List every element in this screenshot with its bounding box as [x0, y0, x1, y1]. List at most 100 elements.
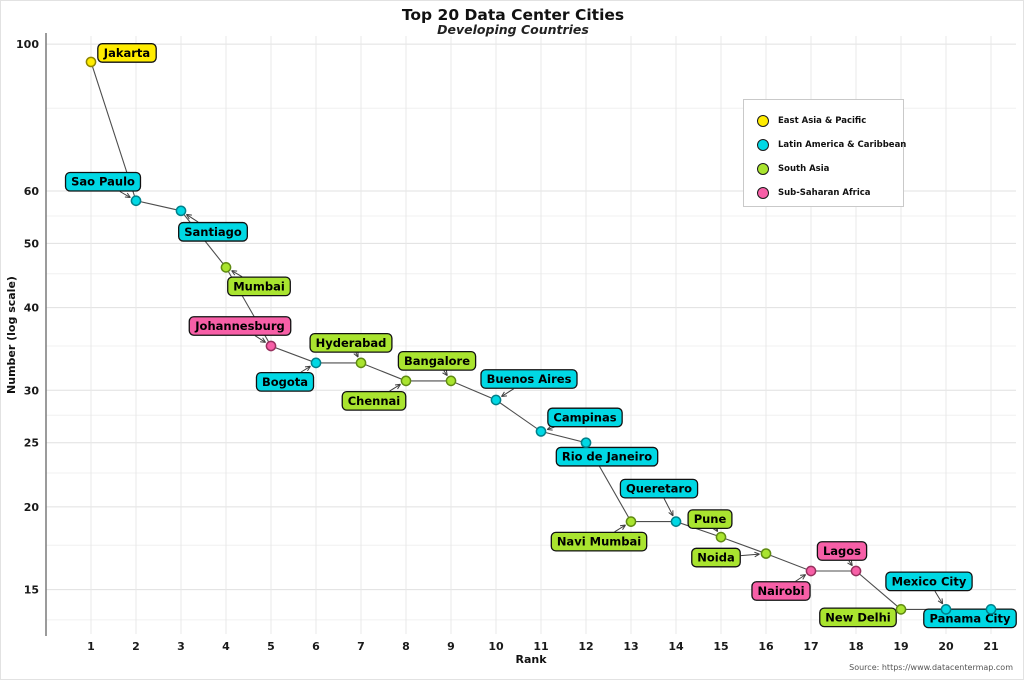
- data-point-bogota: [310, 357, 322, 369]
- y-tick-label-15: 15: [24, 584, 39, 597]
- x-tick-label-1: 1: [87, 640, 95, 653]
- arrowhead-icon: [802, 574, 807, 580]
- x-tick-label-3: 3: [177, 640, 185, 653]
- data-point-santiago: [175, 205, 187, 217]
- city-label-lagos: [816, 541, 868, 561]
- chart-subtitle: Developing Countries: [437, 22, 589, 37]
- data-point-lagos: [850, 565, 862, 577]
- x-tick-label-18: 18: [848, 640, 863, 653]
- data-points-group: [85, 56, 997, 615]
- x-tick-label-2: 2: [132, 640, 140, 653]
- city-label-navi-mumbai: [550, 531, 648, 552]
- x-tick-label-21: 21: [983, 640, 998, 653]
- arrowhead-icon: [712, 528, 718, 533]
- city-label-text-bogota: Bogota: [262, 375, 308, 389]
- arrowhead-icon: [397, 384, 401, 390]
- city-label-text-mumbai: Mumbai: [233, 279, 285, 293]
- legend-item: South Asia: [744, 157, 903, 181]
- city-label-text-johannesburg: Johannesburg: [194, 319, 284, 333]
- data-point-hyderabad: [355, 357, 367, 369]
- city-label-johannesburg: [188, 316, 292, 336]
- x-tick-label-16: 16: [758, 640, 774, 653]
- data-point-jakarta: [85, 56, 97, 68]
- arrowhead-icon: [501, 391, 505, 397]
- legend-item: East Asia & Pacific: [744, 109, 903, 133]
- arrowhead-icon: [260, 341, 266, 343]
- city-label-pune: [687, 509, 733, 530]
- city-label-text-campinas: Campinas: [553, 410, 616, 424]
- legend-swatch-sub-saharan-icon: [757, 187, 769, 199]
- data-point-mexico-city: [940, 604, 952, 615]
- leader-line-navi-mumbai: [614, 524, 626, 533]
- arrowhead-icon: [847, 562, 853, 567]
- leader-line-santiago: [186, 213, 199, 223]
- arrowhead-icon: [754, 553, 760, 558]
- arrowhead-icon: [126, 192, 131, 198]
- legend-item: Sub-Saharan Africa: [744, 181, 903, 205]
- city-label-text-noida: Noida: [697, 551, 734, 565]
- x-tick-label-14: 14: [668, 640, 684, 653]
- x-tick-label-20: 20: [938, 640, 954, 653]
- y-tick-label-30: 30: [24, 384, 40, 397]
- source-note: Source: https://www.datacentermap.com: [849, 663, 1013, 672]
- x-tick-label-11: 11: [533, 640, 548, 653]
- data-point-queretaro: [670, 516, 682, 527]
- arrowhead-icon: [937, 600, 943, 605]
- y-axis-title: Number (log scale): [5, 276, 18, 394]
- legend-label: East Asia & Pacific: [778, 116, 867, 126]
- legend-label: Sub-Saharan Africa: [778, 188, 871, 198]
- city-label-sao-paulo: [64, 171, 142, 192]
- leader-line-mumbai: [231, 270, 243, 278]
- legend: East Asia & Pacific Latin America & Cari…: [743, 99, 906, 207]
- city-label-queretaro: [619, 478, 699, 499]
- legend-swatch-east-asia-icon: [757, 115, 769, 127]
- x-tick-label-19: 19: [893, 640, 908, 653]
- legend-swatch-south-asia-icon: [757, 163, 769, 175]
- data-point-rio-de-janeiro: [580, 437, 592, 449]
- y-tick-label-100: 100: [16, 38, 39, 51]
- city-label-text-jakarta: Jakarta: [103, 46, 150, 60]
- leader-line-sao-paulo: [119, 191, 131, 198]
- arrowhead-icon: [850, 560, 853, 566]
- city-label-text-rio-de-janeiro: Rio de Janeiro: [562, 450, 652, 464]
- x-tick-label-10: 10: [488, 640, 504, 653]
- x-tick-label-17: 17: [803, 640, 818, 653]
- city-label-text-santiago: Santiago: [184, 225, 242, 239]
- y-tick-label-50: 50: [24, 237, 40, 250]
- x-tick-label-6: 6: [312, 640, 320, 653]
- city-label-text-nairobi: Nairobi: [757, 584, 804, 598]
- city-label-new-delhi: [819, 607, 897, 628]
- city-label-mumbai: [227, 276, 291, 297]
- legend-swatch-latin-america-icon: [757, 139, 769, 151]
- x-tick-label-9: 9: [447, 640, 455, 653]
- city-label-text-buenos-aires: Buenos Aires: [487, 372, 572, 386]
- arrowhead-icon: [619, 524, 626, 527]
- city-label-text-mexico-city: Mexico City: [892, 574, 967, 588]
- data-point-nairobi: [805, 565, 817, 577]
- x-tick-label-12: 12: [578, 640, 593, 653]
- arrowhead-icon: [754, 551, 760, 555]
- city-label-text-sao-paulo: Sao Paulo: [71, 175, 135, 189]
- y-tick-label-25: 25: [24, 437, 39, 450]
- leader-line-bogota: [300, 365, 311, 373]
- arrowhead-icon: [941, 598, 944, 604]
- leader-line-buenos-aires: [501, 388, 514, 397]
- x-tick-label-7: 7: [357, 640, 365, 653]
- arrowhead-icon: [231, 270, 236, 276]
- y-tick-label-20: 20: [24, 501, 40, 514]
- arrowhead-icon: [668, 512, 674, 517]
- data-point-panama-city: [985, 604, 997, 615]
- city-label-text-chennai: Chennai: [348, 394, 401, 408]
- leader-line-queretaro: [663, 498, 674, 517]
- data-point-navi-mumbai: [625, 516, 637, 527]
- city-label-text-new-delhi: New Delhi: [825, 610, 890, 624]
- city-label-bangalore: [397, 350, 477, 371]
- leader-line-noida: [740, 553, 760, 557]
- arrowhead-icon: [800, 574, 806, 576]
- city-label-buenos-aires: [480, 369, 578, 389]
- arrowhead-icon: [445, 370, 448, 376]
- data-point-buenos-aires: [490, 394, 502, 406]
- city-label-jakarta: [97, 43, 157, 63]
- city-label-noida: [691, 547, 741, 568]
